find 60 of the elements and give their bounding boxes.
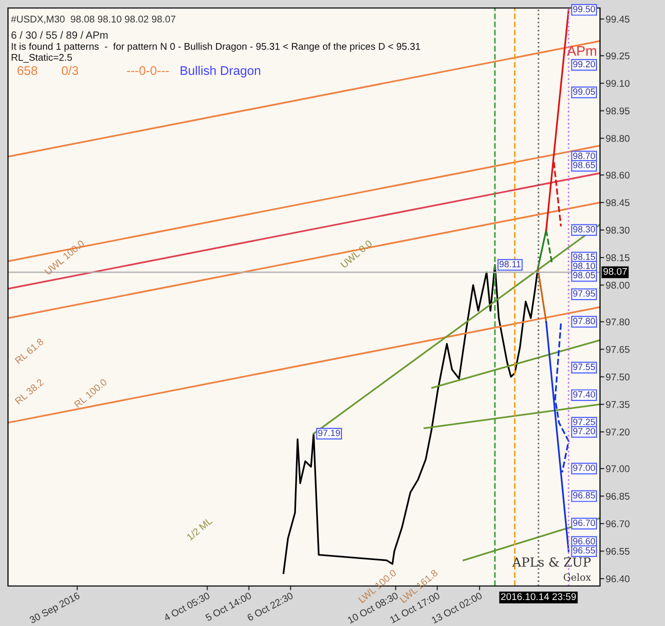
annotation: 97.00 xyxy=(573,464,596,471)
annotation: 1/2 ML xyxy=(186,516,213,541)
annotation: Bullish Dragon xyxy=(180,66,260,78)
annotation: UWL 0.0 xyxy=(340,240,373,268)
annotation: 658 xyxy=(18,66,38,75)
y-tick-label: 99.45 xyxy=(606,16,630,23)
annotation: RL_Static=2.5 xyxy=(12,54,72,63)
annotation: 97.19 xyxy=(318,430,340,436)
y-tick-label: 97.80 xyxy=(606,318,630,326)
y-tick-label: 97.00 xyxy=(606,465,630,472)
ref-line-label: 98.07 xyxy=(603,268,627,275)
annotation: 98.11 xyxy=(500,260,521,268)
annotation: 99.20 xyxy=(573,60,596,68)
y-tick-label: 98.45 xyxy=(606,199,630,206)
annotation: RL 61.8 xyxy=(14,338,44,364)
annotation: 97.95 xyxy=(573,290,595,297)
y-tick-label: 98.30 xyxy=(606,226,630,234)
y-tick-label: 97.50 xyxy=(606,374,630,380)
annotation: 96.60 xyxy=(573,538,596,544)
x-tick-label: 30 Sep 2016 xyxy=(28,592,82,626)
y-tick-label: 96.85 xyxy=(606,492,630,500)
annotation: 97.20 xyxy=(573,428,596,434)
y-tick-label: 97.20 xyxy=(606,428,630,436)
annotation: 96.85 xyxy=(573,492,595,499)
y-tick-label: 97.35 xyxy=(606,401,630,408)
annotation: 97.55 xyxy=(573,364,595,370)
annotation: APm xyxy=(566,46,596,56)
annotation: 99.05 xyxy=(573,88,595,95)
annotation: Gelox xyxy=(564,573,591,581)
y-tick-label: 98.15 xyxy=(606,254,630,262)
y-tick-label: 96.40 xyxy=(606,575,630,582)
annotation: 97.40 xyxy=(573,391,596,398)
y-tick-label: 96.70 xyxy=(606,520,630,528)
annotation: 98.65 xyxy=(573,162,595,168)
ref-line-label: 2016.10.14 23:59 xyxy=(501,593,576,600)
y-tick-label: 98.60 xyxy=(606,172,630,179)
annotation: ---0-0--- xyxy=(126,66,169,75)
text: #USDX,M30 98.08 98.10 98.02 98.07 xyxy=(11,16,176,24)
annotation: 98.15 xyxy=(573,254,595,260)
annotation: 96.55 xyxy=(573,547,595,554)
annotation: RL 38.2 xyxy=(14,378,44,405)
annotation: 97.25 xyxy=(573,418,595,426)
y-tick-label: 96.55 xyxy=(606,548,630,555)
y-tick-label: 98.95 xyxy=(606,107,630,114)
text: 6 / 30 / 55 / 89 / APm xyxy=(11,31,108,39)
annotation: 96.70 xyxy=(573,520,596,526)
annotation: It is found 1 patterns - for pattern N 0 - Bullish Dragon - 95.31 < Range of the prices D < 95.31 xyxy=(12,42,420,52)
annotation: 98.05 xyxy=(573,272,595,278)
annotation: 0/3 xyxy=(62,66,78,75)
y-tick-label: 98.00 xyxy=(606,282,630,289)
annotation: 98.10 xyxy=(573,262,596,270)
y-tick-label: 98.80 xyxy=(606,135,630,142)
y-tick-label: 99.10 xyxy=(606,80,630,87)
annotation: 98.70 xyxy=(573,152,596,160)
y-tick-label: 97.65 xyxy=(606,346,630,353)
annotation: 97.80 xyxy=(573,318,596,324)
y-tick-label: 99.25 xyxy=(606,52,630,60)
annotation: 99.50 xyxy=(573,6,596,12)
annotation: APLs & ZUP xyxy=(512,557,591,567)
annotation: 98.30 xyxy=(573,226,596,232)
